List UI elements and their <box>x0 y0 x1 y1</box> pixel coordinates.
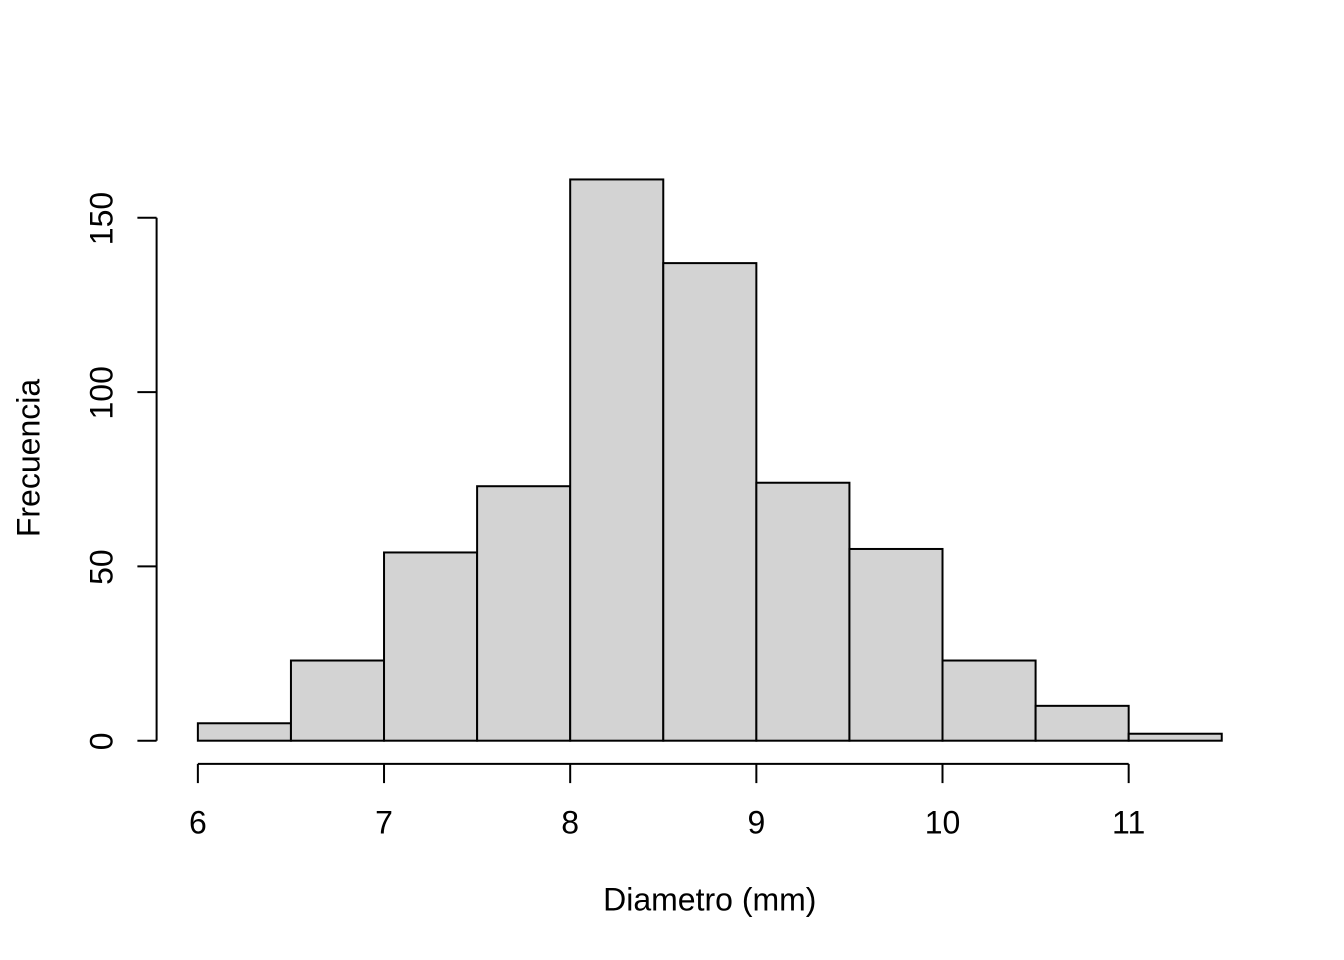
svg-text:6: 6 <box>189 805 207 841</box>
svg-text:0: 0 <box>84 733 120 751</box>
svg-text:10: 10 <box>925 805 961 841</box>
svg-text:9: 9 <box>747 805 765 841</box>
svg-text:7: 7 <box>375 805 393 841</box>
svg-text:11: 11 <box>1112 805 1145 841</box>
svg-text:50: 50 <box>84 549 120 585</box>
svg-text:150: 150 <box>84 192 120 245</box>
svg-text:Diametro (mm): Diametro (mm) <box>603 882 816 918</box>
svg-text:Frecuencia: Frecuencia <box>11 379 47 538</box>
svg-text:8: 8 <box>561 805 579 841</box>
svg-text:100: 100 <box>84 366 120 419</box>
